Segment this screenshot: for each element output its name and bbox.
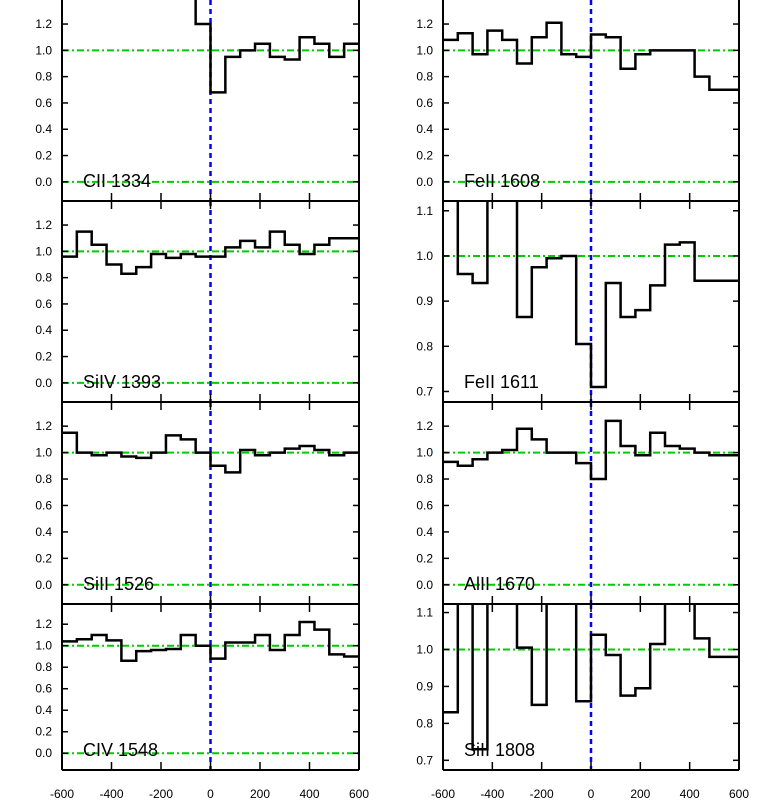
y-tick-label: 0.6 <box>35 682 52 696</box>
spectrum-histogram <box>443 21 739 92</box>
spectrum-histogram <box>456 201 739 389</box>
panel-cii-1334: 0.0 0.2 0.4 0.6 0.8 1.0 1.2 CII 1334 <box>35 0 360 202</box>
panel-alii-1670: 0.0 0.2 0.4 0.6 0.8 1.0 1.2 AlII 1670 <box>416 401 740 605</box>
y-tick-label: 0.7 <box>416 753 433 767</box>
panel-feii-1611: 0.7 0.8 0.9 1.0 1.1 FeII 1611 <box>416 200 740 403</box>
panel-siii-1808: 0.7 0.8 0.9 1.0 1.1 SiII 1808 <box>416 603 740 771</box>
ion-label: CIV 1548 <box>83 740 158 760</box>
x-tick-label: 0 <box>588 787 595 801</box>
ion-label: SiII 1808 <box>464 740 535 760</box>
y-tick-label: 0.9 <box>416 679 433 693</box>
y-tick-label: 0.4 <box>35 703 52 717</box>
y-tick-label: 1.2 <box>416 17 433 31</box>
y-tick-label: 1.0 <box>416 642 433 656</box>
panel-feii-1608: 0.0 0.2 0.4 0.6 0.8 1.0 1.2 FeII 1608 <box>416 0 740 202</box>
y-tick-label: 1.1 <box>416 606 433 620</box>
x-tick-label: 200 <box>250 787 270 801</box>
ion-label: SiIV 1393 <box>83 372 161 392</box>
y-tick-label: 0.8 <box>35 70 52 84</box>
y-tick-label: 1.2 <box>35 17 52 31</box>
spectrum-histogram <box>443 419 739 481</box>
y-tick-label: 1.2 <box>35 617 52 631</box>
panel-civ-1548: 0.0 0.2 0.4 0.6 0.8 1.0 1.2 CIV 1548 <box>35 603 360 771</box>
y-tick-label: 0.7 <box>416 384 433 398</box>
y-tick-label: 1.1 <box>416 204 433 218</box>
x-tick-label: 400 <box>680 787 700 801</box>
spectrum-histogram <box>194 0 359 94</box>
x-tick-label: 600 <box>349 787 369 801</box>
x-tick-label: 0 <box>207 787 214 801</box>
y-tick-label: 0.2 <box>416 551 433 565</box>
y-tick-label: 1.0 <box>35 43 52 57</box>
y-tick-label: 0.8 <box>35 271 52 285</box>
y-tick-label: 1.0 <box>416 43 433 57</box>
x-tick-label: 600 <box>729 787 749 801</box>
y-tick-label: 0.0 <box>416 578 433 592</box>
y-tick-label: 1.0 <box>35 639 52 653</box>
y-tick-label: 0.8 <box>416 716 433 730</box>
y-tick-label: 0.4 <box>416 525 433 539</box>
y-tick-label: 0.4 <box>416 122 433 136</box>
x-tick-label: -400 <box>99 787 123 801</box>
panel-siii-1526: 0.0 0.2 0.4 0.6 0.8 1.0 1.2 SiII 1526 <box>35 401 360 605</box>
y-tick-label: 0.2 <box>416 149 433 163</box>
y-tick-label: 1.0 <box>35 244 52 258</box>
y-tick-label: 0.9 <box>416 294 433 308</box>
y-tick-label: 0.6 <box>416 498 433 512</box>
ion-label: AlII 1670 <box>464 574 535 594</box>
y-tick-label: 0.8 <box>35 472 52 486</box>
x-tick-label: -600 <box>431 787 455 801</box>
y-tick-label: 0.0 <box>35 578 52 592</box>
ion-label: SiII 1526 <box>83 574 154 594</box>
y-tick-label: 0.4 <box>35 525 52 539</box>
y-tick-label: 0.0 <box>35 746 52 760</box>
y-tick-label: 0.8 <box>416 70 433 84</box>
y-tick-label: 0.6 <box>35 96 52 110</box>
panel-siiv-1393: 0.0 0.2 0.4 0.6 0.8 1.0 1.2 SiIV 1393 <box>35 200 360 403</box>
ion-label: CII 1334 <box>83 171 151 191</box>
y-tick-label: 0.2 <box>35 551 52 565</box>
y-tick-label: 0.8 <box>35 660 52 674</box>
spectrum-histogram <box>443 604 739 751</box>
ion-label: FeII 1608 <box>464 171 540 191</box>
y-tick-label: 0.2 <box>35 149 52 163</box>
y-tick-label: 0.0 <box>416 175 433 189</box>
x-tick-label: 200 <box>630 787 650 801</box>
y-tick-label: 1.2 <box>416 419 433 433</box>
y-tick-label: 0.6 <box>416 96 433 110</box>
spectrum-histogram <box>62 620 359 663</box>
y-tick-label: 0.8 <box>416 472 433 486</box>
x-tick-label: -400 <box>480 787 504 801</box>
y-tick-label: 1.2 <box>35 419 52 433</box>
y-tick-label: 0.0 <box>35 376 52 390</box>
y-tick-label: 1.0 <box>35 446 52 460</box>
spectrum-histogram <box>62 230 359 275</box>
x-tick-label: 400 <box>299 787 319 801</box>
spectrum-histogram <box>62 431 359 474</box>
x-tick-label: -200 <box>149 787 173 801</box>
y-tick-label: 0.2 <box>35 350 52 364</box>
y-tick-label: 0.8 <box>416 339 433 353</box>
y-tick-label: 1.0 <box>416 249 433 263</box>
y-tick-label: 0.4 <box>35 122 52 136</box>
y-tick-label: 0.6 <box>35 498 52 512</box>
x-tick-label: -200 <box>530 787 554 801</box>
x-tick-label: -600 <box>50 787 74 801</box>
y-tick-label: 0.6 <box>35 297 52 311</box>
y-tick-label: 1.2 <box>35 218 52 232</box>
y-tick-label: 1.0 <box>416 446 433 460</box>
y-tick-label: 0.2 <box>35 725 52 739</box>
y-tick-label: 0.4 <box>35 323 52 337</box>
y-tick-label: 0.0 <box>35 175 52 189</box>
ion-label: FeII 1611 <box>464 372 539 392</box>
